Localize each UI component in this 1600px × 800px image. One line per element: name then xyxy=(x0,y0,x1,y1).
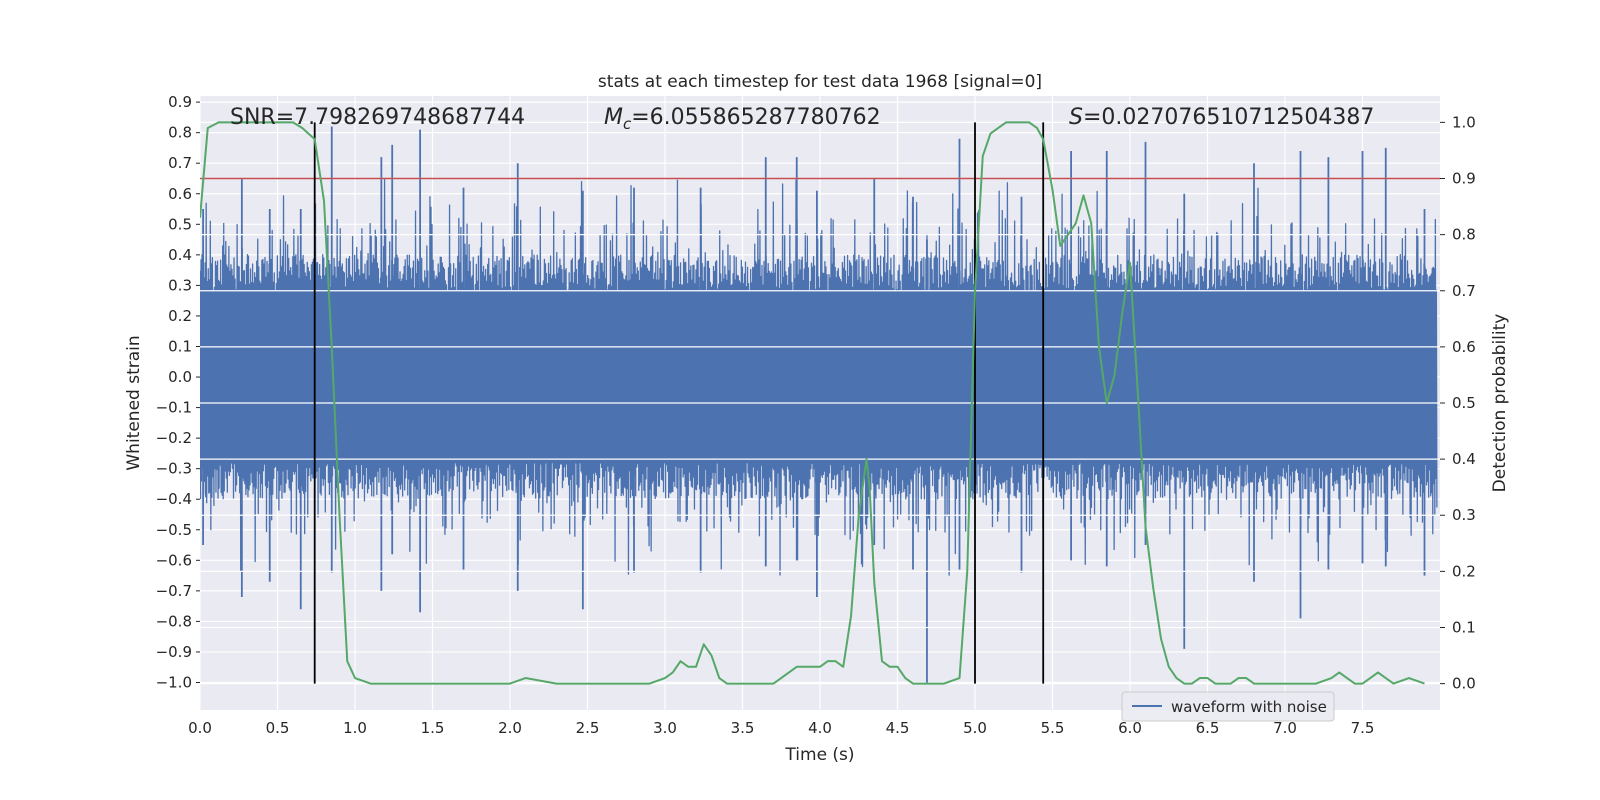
y-axis-label: Whitened strain xyxy=(124,335,144,470)
y-tick-label: 0.8 xyxy=(168,124,192,142)
y-tick-label: −0.2 xyxy=(156,429,192,447)
y2-tick-label: 0.2 xyxy=(1452,562,1476,580)
legend: waveform with noise xyxy=(1121,691,1335,722)
s-value: =0.027076510712504387 xyxy=(1083,105,1374,130)
s-annotation: S=0.027076510712504387 xyxy=(1069,105,1374,130)
y-tick-label: −0.3 xyxy=(156,460,192,478)
y-tick-label: −0.5 xyxy=(156,521,192,539)
x-tick-label: 1.5 xyxy=(421,719,445,737)
mc-symbol: M xyxy=(604,105,623,130)
x-tick-label: 4.5 xyxy=(886,719,910,737)
y2-tick-label: 1.0 xyxy=(1452,113,1476,131)
y-tick-label: 0.6 xyxy=(168,185,192,203)
s-symbol: S xyxy=(1069,105,1083,130)
y-tick-label: 0.3 xyxy=(168,276,192,294)
mc-subscript: c xyxy=(623,115,632,133)
y-tick-label: 0.7 xyxy=(168,154,192,172)
y-tick-label: 0.1 xyxy=(168,337,192,355)
y2-axis-label: Detection probability xyxy=(1490,314,1510,493)
x-axis: 0.0 0.5 1.0 1.5 2.0 2.5 3.0 3.5 4.0 4.5 5.0 5.5 6.0 6… xyxy=(188,719,1374,737)
y2-tick-label: 0.1 xyxy=(1452,618,1476,636)
y-tick-label: −0.4 xyxy=(156,490,192,508)
y-tick-label: −0.6 xyxy=(156,551,192,569)
y-tick-label: 0.2 xyxy=(168,307,192,325)
y-tick-label: −1.0 xyxy=(156,674,192,692)
y-tick-label: −0.1 xyxy=(156,399,192,417)
y-tick-label: −0.8 xyxy=(156,612,192,630)
y-tick-label: −0.7 xyxy=(156,582,192,600)
y-axis-left: 0.9 0.8 0.7 0.6 0.5 0.4 0.3 0.2 0.1 0.0 −0.1 −0.2 −0… xyxy=(156,93,200,692)
snr-annotation: SNR=7.798269748687744 xyxy=(230,105,525,130)
y-axis-right: 1.0 0.9 0.8 0.7 0.6 0.5 0.4 0.3 0.2 0.1 0.0 xyxy=(1440,113,1476,693)
detection-probability-line xyxy=(200,121,1425,685)
x-tick-label: 7.5 xyxy=(1351,719,1375,737)
chirp-mass-annotation: Mc=6.055865287780762 xyxy=(604,105,881,133)
x-tick-label: 6.5 xyxy=(1196,719,1220,737)
x-tick-label: 6.0 xyxy=(1118,719,1142,737)
y-tick-label: −0.9 xyxy=(156,643,192,661)
x-axis-label: Time (s) xyxy=(784,745,854,765)
chart-title: stats at each timestep for test data 196… xyxy=(598,72,1042,92)
y2-tick-label: 0.0 xyxy=(1452,675,1476,693)
x-tick-label: 5.0 xyxy=(963,719,987,737)
x-tick-label: 0.0 xyxy=(188,719,212,737)
x-tick-label: 5.5 xyxy=(1041,719,1065,737)
y2-tick-label: 0.9 xyxy=(1452,170,1476,188)
y2-tick-label: 0.5 xyxy=(1452,394,1476,412)
y-tick-label: 0.0 xyxy=(168,368,192,386)
prob-layer xyxy=(200,121,1440,685)
y2-tick-label: 0.8 xyxy=(1452,226,1476,244)
y-tick-label: 0.5 xyxy=(168,215,192,233)
x-tick-label: 2.5 xyxy=(576,719,600,737)
x-tick-label: 7.0 xyxy=(1273,719,1297,737)
legend-box xyxy=(1121,691,1335,722)
x-tick-label: 4.0 xyxy=(808,719,832,737)
data-layer xyxy=(200,126,1438,683)
waveform-line xyxy=(200,178,1438,576)
x-tick-label: 1.0 xyxy=(343,719,367,737)
x-tick-label: 2.0 xyxy=(498,719,522,737)
y-tick-label: 0.9 xyxy=(168,93,192,111)
y2-tick-label: 0.3 xyxy=(1452,506,1476,524)
y2-tick-label: 0.4 xyxy=(1452,450,1476,468)
mc-value: =6.055865287780762 xyxy=(631,105,880,130)
x-tick-label: 0.5 xyxy=(266,719,290,737)
y2-tick-label: 0.7 xyxy=(1452,282,1476,300)
y2-tick-label: 0.6 xyxy=(1452,338,1476,356)
x-tick-label: 3.5 xyxy=(731,719,755,737)
x-tick-label: 3.0 xyxy=(653,719,677,737)
legend-entry: waveform with noise xyxy=(1171,698,1327,716)
y-tick-label: 0.4 xyxy=(168,246,192,264)
